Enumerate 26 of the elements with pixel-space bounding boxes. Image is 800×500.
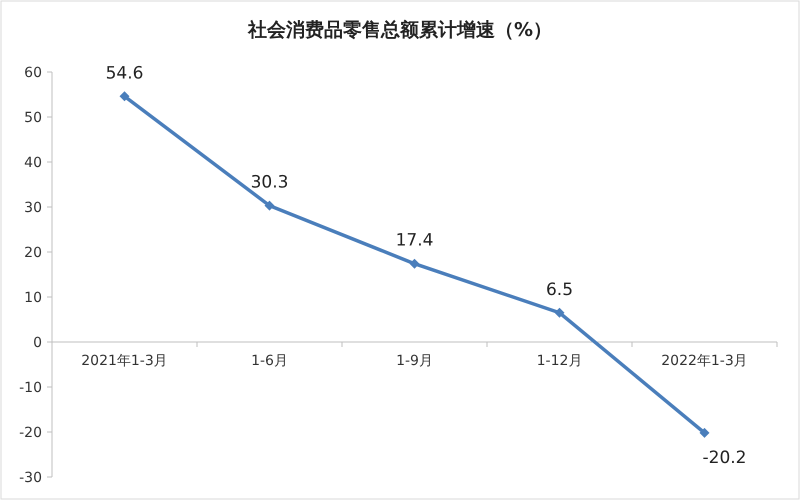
y-tick-label: -30 <box>19 470 42 486</box>
y-tick-label: 10 <box>24 290 42 306</box>
point <box>410 258 420 269</box>
y-tick-label: 0 <box>33 335 42 351</box>
data-label: 54.6 <box>106 63 144 84</box>
point <box>700 428 710 438</box>
x-tick-label: 1-9月 <box>396 353 433 369</box>
point <box>120 91 130 102</box>
data-label: 30.3 <box>250 172 288 193</box>
data-label: 6.5 <box>546 280 574 300</box>
data-label: 17.4 <box>396 230 434 251</box>
point <box>264 200 274 211</box>
data-label: -20.2 <box>702 448 746 468</box>
x-tick-label: 1-6月 <box>251 353 288 369</box>
chart-title: 社会消费品零售总额累计增速（%） <box>246 19 552 41</box>
y-tick-label: 20 <box>24 245 42 261</box>
y-tick-label: -20 <box>19 425 42 441</box>
point <box>554 308 564 318</box>
y-tick-label: -10 <box>19 380 42 396</box>
y-tick-label: 50 <box>24 110 42 126</box>
x-tick-label: 2021年1-3月 <box>81 353 168 369</box>
x-tick-label: 2022年1-3月 <box>661 353 748 369</box>
y-tick-label: 30 <box>24 200 42 216</box>
y-tick-label: 40 <box>24 155 42 171</box>
x-tick-label: 1-12月 <box>536 353 582 369</box>
y-tick-label: 60 <box>24 65 42 81</box>
